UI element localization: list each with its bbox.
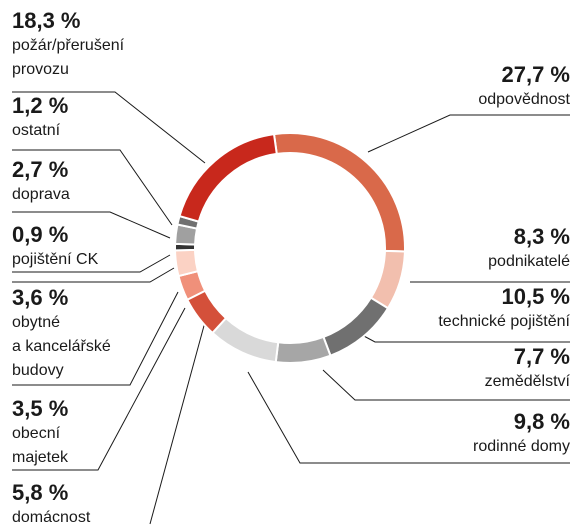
value-label: 8,3 % xyxy=(513,224,570,249)
category-label: domácnost xyxy=(12,509,91,526)
category-label: pojištění CK xyxy=(12,251,99,268)
leader-lines xyxy=(12,91,570,525)
donut-segment xyxy=(322,296,390,357)
segment-label: 18,3 % požár/přerušení provozu xyxy=(12,8,124,82)
segment-label: 0,9 % pojištění CK xyxy=(12,222,98,272)
value-label: 18,3 % xyxy=(12,8,81,33)
donut-segment xyxy=(274,335,332,364)
category-label: podnikatelé xyxy=(488,253,570,270)
leader-line xyxy=(149,321,206,525)
value-label: 5,8 % xyxy=(12,480,69,505)
category-label: obytné a kancelářské budovy xyxy=(12,314,111,379)
segment-label: 5,8 % domácnost xyxy=(12,480,90,530)
value-label: 0,9 % xyxy=(12,222,69,247)
leader-line xyxy=(12,254,171,273)
leader-line xyxy=(12,91,206,164)
segment-label: 8,3 % podnikatelé xyxy=(488,224,570,274)
value-label: 2,7 % xyxy=(12,157,69,182)
segment-label: 7,7 % zemědělství xyxy=(485,344,570,394)
value-label: 10,5 % xyxy=(501,284,571,309)
leader-line xyxy=(367,114,570,153)
category-label: požár/přerušení provozu xyxy=(12,37,125,78)
leader-line xyxy=(12,211,171,239)
category-label: obecní majetek xyxy=(12,425,69,466)
donut-segment xyxy=(178,132,278,223)
category-label: odpovědnost xyxy=(478,91,570,108)
segment-label: 3,6 % obytné a kancelářské budovy xyxy=(12,285,111,383)
donut-segment xyxy=(211,316,280,364)
leader-line xyxy=(12,149,173,226)
leader-line xyxy=(12,307,186,471)
leader-line xyxy=(12,291,179,386)
donut-segment xyxy=(272,132,406,253)
value-label: 3,6 % xyxy=(12,285,69,310)
segment-label: 2,7 % doprava xyxy=(12,157,70,207)
leader-line xyxy=(247,371,570,464)
value-label: 27,7 % xyxy=(501,62,571,87)
value-label: 9,8 % xyxy=(513,409,570,434)
segment-label: 9,8 % rodinné domy xyxy=(473,409,570,459)
leader-line xyxy=(322,369,570,401)
segment-label: 3,5 % obecní majetek xyxy=(12,396,68,470)
leader-line xyxy=(12,267,175,283)
segment-label: 10,5 % technické pojištění xyxy=(438,284,570,334)
value-label: 7,7 % xyxy=(513,344,570,369)
value-label: 1,2 % xyxy=(12,93,69,118)
leader-line xyxy=(361,334,570,343)
category-label: doprava xyxy=(12,186,70,203)
category-label: zemědělství xyxy=(484,373,570,390)
donut-segment xyxy=(369,249,406,310)
segment-label: 27,7 % odpovědnost xyxy=(478,62,570,112)
category-label: technické pojištění xyxy=(438,313,570,330)
category-label: ostatní xyxy=(12,122,61,139)
donut-segment xyxy=(174,248,200,278)
category-label: rodinné domy xyxy=(473,438,570,455)
segment-label: 1,2 % ostatní xyxy=(12,93,68,143)
value-label: 3,5 % xyxy=(12,396,69,421)
